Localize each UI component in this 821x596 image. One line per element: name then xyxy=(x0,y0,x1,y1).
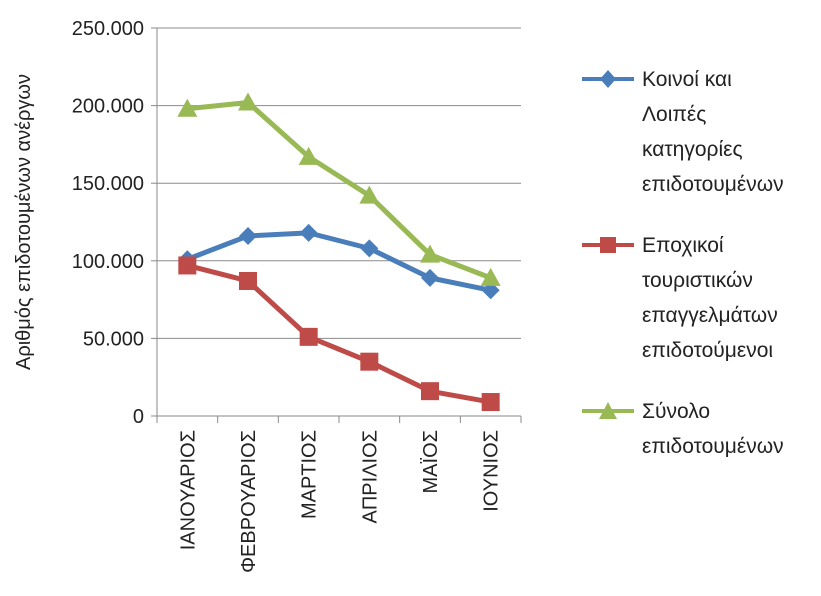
data-point-diamond xyxy=(299,223,318,242)
x-tick-label: ΦΕΒΡΟΥΑΡΙΟΣ xyxy=(238,430,260,573)
series-line xyxy=(186,263,492,405)
data-point-square xyxy=(360,352,379,371)
data-point-triangle xyxy=(177,98,198,117)
axes xyxy=(156,28,521,417)
x-tick-label: ΜΑΪΟΣ xyxy=(420,430,442,493)
y-tick-label: 200.000 xyxy=(72,96,144,118)
x-tick-labels: ΙΑΝΟΥΑΡΙΟΣ ΦΕΒΡΟΥΑΡΙΟΣ ΜΑΡΤΙΟΣ ΑΠΡΙΛΙΟΣ ΜΑΪΟ… xyxy=(177,430,502,573)
legend-item-epoxikoi: Εποχικοί τουριστικών επαγγελμάτων επιδοτ… xyxy=(580,228,820,368)
series-line xyxy=(186,230,492,293)
legend-marker-diamond-icon xyxy=(582,70,634,88)
legend-label: Κοινοί και Λοιπές κατηγορίες επιδοτουμέν… xyxy=(642,68,784,196)
y-tick-labels: 0 50.000 100.000 150.000 200.000 250.000 xyxy=(72,18,144,428)
x-tick-label: ΑΠΡΙΛΙΟΣ xyxy=(359,430,381,524)
data-point-triangle xyxy=(238,92,258,111)
gridlines xyxy=(151,27,522,423)
y-tick-label: 100.000 xyxy=(72,251,144,273)
data-point-square xyxy=(421,382,439,401)
data-point-diamond xyxy=(360,239,379,258)
legend-item-synolo: Σύνολο επιδοτουμένων xyxy=(580,394,820,464)
data-point-square xyxy=(178,256,197,275)
series-line xyxy=(187,99,492,281)
legend-label: Σύνολο επιδοτουμένων xyxy=(642,400,784,458)
legend-label: Εποχικοί τουριστικών επαγγελμάτων επιδοτ… xyxy=(642,234,778,362)
y-tick-label: 0 xyxy=(133,406,144,428)
x-tick-label: ΙΟΥΝΙΟΣ xyxy=(481,430,503,512)
data-point-triangle xyxy=(420,244,440,263)
legend: Κοινοί και Λοιπές κατηγορίες επιδοτουμέν… xyxy=(580,62,820,490)
data-point-square xyxy=(239,271,257,290)
legend-item-koinoi: Κοινοί και Λοιπές κατηγορίες επιδοτουμέν… xyxy=(580,62,820,202)
data-point-triangle xyxy=(298,146,319,165)
series-lines xyxy=(177,92,501,412)
data-point-square xyxy=(481,393,500,412)
y-axis-label: Αριθμός επιδοτουμένων ανέργων xyxy=(13,74,35,370)
x-tick-label: ΙΑΝΟΥΑΡΙΟΣ xyxy=(177,430,199,550)
data-point-square xyxy=(299,327,318,346)
y-tick-label: 250.000 xyxy=(72,18,144,40)
legend-marker-triangle-icon xyxy=(582,402,634,419)
series-square xyxy=(178,256,500,412)
series-triangle xyxy=(177,92,501,286)
data-point-triangle xyxy=(480,267,501,286)
data-point-diamond xyxy=(239,226,257,245)
legend-marker-square-icon xyxy=(582,237,634,253)
y-tick-label: 150.000 xyxy=(72,173,144,195)
x-tick-label: ΜΑΡΤΙΟΣ xyxy=(299,430,321,519)
y-tick-label: 50.000 xyxy=(83,328,144,350)
data-point-triangle xyxy=(359,185,380,204)
data-point-diamond xyxy=(421,268,439,287)
